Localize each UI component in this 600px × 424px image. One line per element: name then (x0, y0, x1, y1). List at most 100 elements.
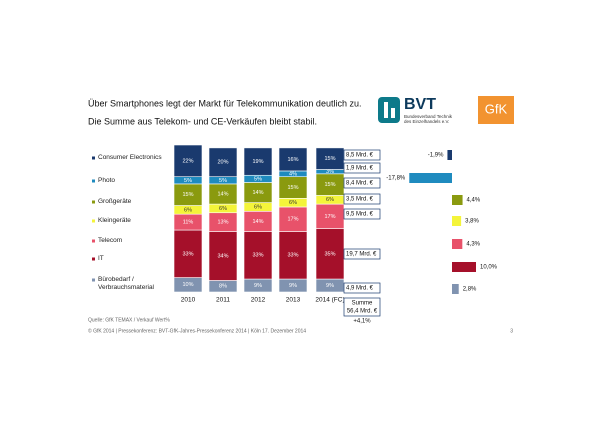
bar-segment (243, 231, 273, 280)
data-label: 5% (184, 178, 192, 184)
legend-label: Photo (98, 177, 115, 184)
bar-segment (208, 147, 238, 178)
legend-swatch (92, 200, 95, 204)
x-tick-label: 2012 (251, 297, 266, 304)
data-label: 33% (252, 253, 263, 259)
market-box (343, 149, 381, 161)
data-label: 34% (217, 253, 228, 259)
data-label: 3% (326, 169, 334, 175)
footer: © GfK 2014 | Pressekonferenz: BVT-GfK-Ja… (88, 327, 306, 334)
market-box (343, 177, 381, 189)
legend-swatch (92, 278, 95, 282)
legend-label: Bürobedarf / Verbrauchsmaterial (98, 276, 154, 291)
change-bar (452, 195, 463, 205)
market-label: 8,5 Mrd. € (346, 153, 374, 159)
market-label: 4,9 Mrd. € (346, 286, 374, 292)
data-label: 5% (219, 178, 227, 184)
change-bar (452, 239, 463, 249)
legend-label: Telecom (98, 237, 123, 244)
change-label: 4,3% (466, 242, 480, 248)
x-tick-label: 2011 (216, 297, 230, 304)
market-label: 3,5 Mrd. € (346, 197, 374, 203)
market-label: 1,9 Mrd. € (346, 166, 374, 172)
x-tick-label: 2014 (FC) (315, 297, 344, 304)
source: Quelle: GfK TEMAX / Verkauf Wert% (88, 317, 170, 323)
legend-label: Großgeräte (98, 198, 132, 205)
bar-segment (315, 203, 345, 229)
legend-swatch (92, 239, 95, 243)
title: Über Smartphones legt der Markt für Tele… (88, 98, 361, 108)
data-label: 6% (289, 200, 297, 206)
data-label: 9% (254, 283, 262, 289)
data-label: 15% (324, 156, 335, 162)
change-label: 3,8% (465, 219, 479, 225)
market-box (343, 193, 381, 205)
market-box (343, 282, 381, 294)
data-label: 33% (182, 251, 193, 257)
total-label: Summe (352, 301, 373, 307)
legend-label: Kleingeräte (98, 217, 131, 224)
change-bar (447, 150, 452, 160)
data-label: 15% (287, 185, 298, 191)
market-label: 8,4 Mrd. € (346, 181, 374, 187)
data-label: 6% (184, 207, 192, 213)
logo-subtext: des Einzelhandels e.V. (404, 119, 449, 124)
bvt-logo: BVT Bundesverband Technik des Einzelhand… (378, 96, 453, 124)
market-label: 19,7 Mrd. € (346, 252, 377, 258)
market-box (343, 248, 381, 260)
change-label: 10,0% (480, 265, 498, 271)
market-box (343, 162, 381, 174)
data-label: 14% (252, 190, 263, 196)
change-label: -17,8% (386, 176, 406, 182)
data-label: 17% (324, 214, 335, 220)
change-label: 4,4% (467, 198, 481, 204)
total-box (343, 297, 381, 317)
data-label: 9% (326, 283, 334, 289)
legend-swatch (92, 219, 95, 223)
logo-icon (384, 102, 388, 118)
data-label: 22% (182, 158, 193, 164)
data-label: 33% (287, 253, 298, 259)
change-label: -1,9% (428, 153, 444, 159)
total-change: +4,1% (353, 319, 371, 325)
bar-segment (173, 144, 203, 178)
bar-segment (208, 231, 238, 281)
data-label: 6% (219, 206, 227, 212)
data-label: 15% (182, 192, 193, 198)
gfk-logo-text: GfK (485, 101, 508, 116)
data-label: 19% (252, 159, 263, 165)
logo-icon (391, 108, 395, 118)
bar-segment (278, 206, 308, 232)
data-label: 11% (183, 220, 194, 226)
data-label: 9% (289, 283, 297, 289)
data-label: 5% (254, 176, 262, 182)
change-bar (452, 216, 462, 226)
bar-segment (278, 147, 308, 172)
data-label: 6% (326, 197, 334, 203)
legend-label: IT (98, 255, 104, 262)
change-bar (452, 284, 459, 294)
bar-segment (243, 147, 273, 176)
bar-segment (278, 231, 308, 280)
data-label: 14% (252, 219, 263, 225)
market-label: 9,5 Mrd. € (346, 212, 374, 218)
data-label: 35% (324, 251, 335, 257)
legend-swatch (92, 179, 95, 183)
logo-icon (378, 97, 400, 123)
legend-swatch (92, 156, 95, 160)
title: Die Summe aus Telekom- und CE-Verkäufen … (88, 116, 317, 126)
change-bar (452, 262, 476, 272)
logo-text: BVT (404, 96, 436, 113)
data-label: 15% (324, 182, 335, 188)
bar-segment (315, 228, 345, 280)
data-label: 16% (287, 157, 298, 163)
data-label: 4% (289, 171, 297, 177)
change-label: 2,8% (463, 287, 477, 293)
data-label: 10% (182, 282, 193, 288)
market-box (343, 208, 381, 220)
logo-subtext: Bundesverband Technik (404, 114, 453, 119)
change-bar (409, 173, 452, 183)
total-market: 56,4 Mrd. € (347, 309, 378, 315)
